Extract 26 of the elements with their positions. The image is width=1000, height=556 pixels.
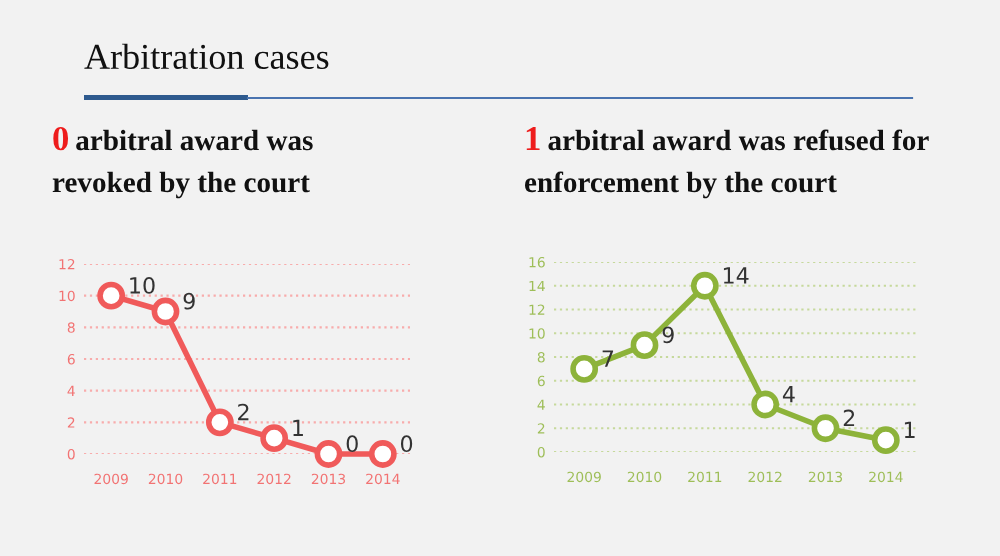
point: [690, 271, 719, 300]
point: [205, 408, 234, 437]
data-label: 2: [843, 409, 855, 427]
data-label: 9: [662, 326, 674, 344]
point: [811, 414, 840, 443]
point: [151, 297, 180, 326]
point: [368, 440, 397, 468]
data-label: 2: [238, 403, 249, 421]
data-label: 10: [130, 276, 155, 294]
data-label: 0: [346, 435, 358, 453]
data-label: 14: [723, 267, 749, 284]
chart-subtitle: 0 arbitral award was revoked by the court: [52, 126, 313, 199]
chart-title: Arbitration cases: [84, 43, 329, 70]
data-label: 9: [183, 292, 195, 310]
point: [751, 390, 780, 419]
data-label: 4: [782, 386, 795, 403]
point: [630, 331, 659, 360]
data-label: 1: [904, 421, 915, 438]
point: [97, 281, 126, 310]
data-label: 0: [400, 435, 413, 453]
point: [314, 440, 343, 468]
chart-subtitle: 1 arbitral award was refused for enforcement by the court: [525, 127, 929, 199]
data-label: 1: [293, 419, 303, 436]
point: [570, 354, 599, 383]
point: [260, 424, 289, 453]
point: [871, 426, 900, 455]
